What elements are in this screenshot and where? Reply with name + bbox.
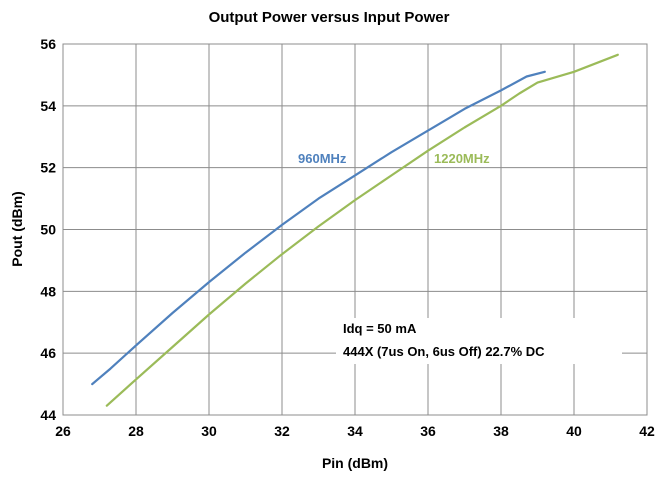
y-tick-label: 54 <box>40 98 56 114</box>
series-label-960mhz: 960MHz <box>298 151 347 166</box>
x-tick-label: 30 <box>201 423 217 439</box>
x-axis-label: Pin (dBm) <box>322 455 388 471</box>
annotation-background <box>336 318 622 364</box>
y-tick-label: 50 <box>40 222 56 238</box>
axis-layer: 26 28 30 32 34 36 38 40 42 44 46 48 50 52 54 56 <box>40 36 655 439</box>
grid-layer <box>62 43 648 416</box>
x-tick-label: 40 <box>566 423 582 439</box>
plot-area-border <box>62 43 648 416</box>
y-tick-label: 44 <box>40 407 56 423</box>
series-line-960mhz <box>91 70 546 386</box>
x-tick-label: 34 <box>347 423 363 439</box>
y-tick-label: 48 <box>40 283 56 299</box>
series-label-1220mhz: 1220MHz <box>434 151 490 166</box>
y-axis-label: Pout (dBm) <box>9 191 25 266</box>
series-layer <box>91 53 619 407</box>
x-tick-label: 38 <box>493 423 509 439</box>
annotation-idq: Idq = 50 mA <box>343 321 417 336</box>
x-tick-label: 36 <box>420 423 436 439</box>
annotation-pulse-condition: 444X (7us On, 6us Off) 22.7% DC <box>343 344 545 359</box>
x-tick-label: 32 <box>274 423 290 439</box>
x-tick-label: 42 <box>639 423 655 439</box>
y-tick-label: 46 <box>40 345 56 361</box>
y-tick-label: 56 <box>40 36 56 52</box>
x-tick-label: 28 <box>128 423 144 439</box>
x-tick-label: 26 <box>55 423 71 439</box>
y-tick-label: 52 <box>40 160 56 176</box>
chart-title: Output Power versus Input Power <box>209 9 450 26</box>
label-layer: Output Power versus Input Power Pin (dBm… <box>9 9 545 471</box>
series-line-1220mhz <box>105 53 619 407</box>
